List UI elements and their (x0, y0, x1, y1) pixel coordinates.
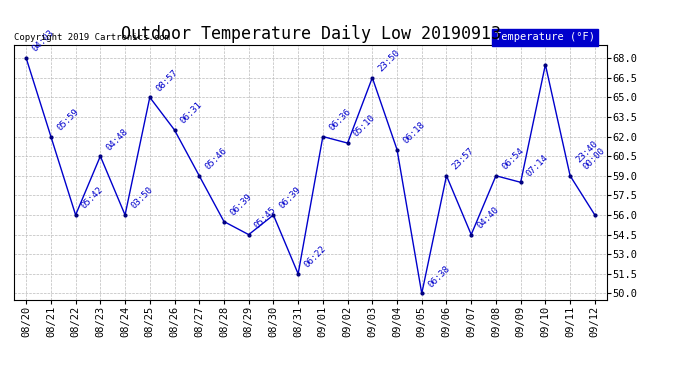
Text: 03:50: 03:50 (129, 186, 155, 211)
Text: 08:57: 08:57 (154, 68, 179, 93)
Text: 04:40: 04:40 (475, 205, 501, 231)
Text: 05:10: 05:10 (352, 114, 377, 139)
Text: 23:57: 23:57 (451, 146, 476, 172)
Text: 06:31: 06:31 (179, 100, 204, 126)
Text: 06:22: 06:22 (302, 244, 328, 270)
Text: 04:48: 04:48 (104, 127, 130, 152)
Text: 06:38: 06:38 (426, 264, 451, 289)
Text: 05:42: 05:42 (80, 186, 105, 211)
Text: 05:45: 05:45 (253, 205, 278, 231)
Text: 06:36: 06:36 (327, 107, 353, 132)
Text: 04:03: 04:03 (30, 28, 56, 54)
Title: Outdoor Temperature Daily Low 20190913: Outdoor Temperature Daily Low 20190913 (121, 26, 500, 44)
Text: 23:50: 23:50 (377, 48, 402, 74)
Text: 06:39: 06:39 (228, 192, 253, 217)
Text: 06:39: 06:39 (277, 186, 303, 211)
Text: 06:18: 06:18 (401, 120, 426, 146)
Text: 07:14: 07:14 (525, 153, 550, 178)
Text: Copyright 2019 Cartronics.com: Copyright 2019 Cartronics.com (14, 33, 170, 42)
Text: 23:40
00:00: 23:40 00:00 (574, 139, 607, 172)
Text: 05:46: 05:46 (204, 146, 229, 172)
Text: Temperature (°F): Temperature (°F) (495, 33, 595, 42)
Text: 05:59: 05:59 (55, 107, 81, 132)
Text: 06:54: 06:54 (500, 146, 526, 172)
